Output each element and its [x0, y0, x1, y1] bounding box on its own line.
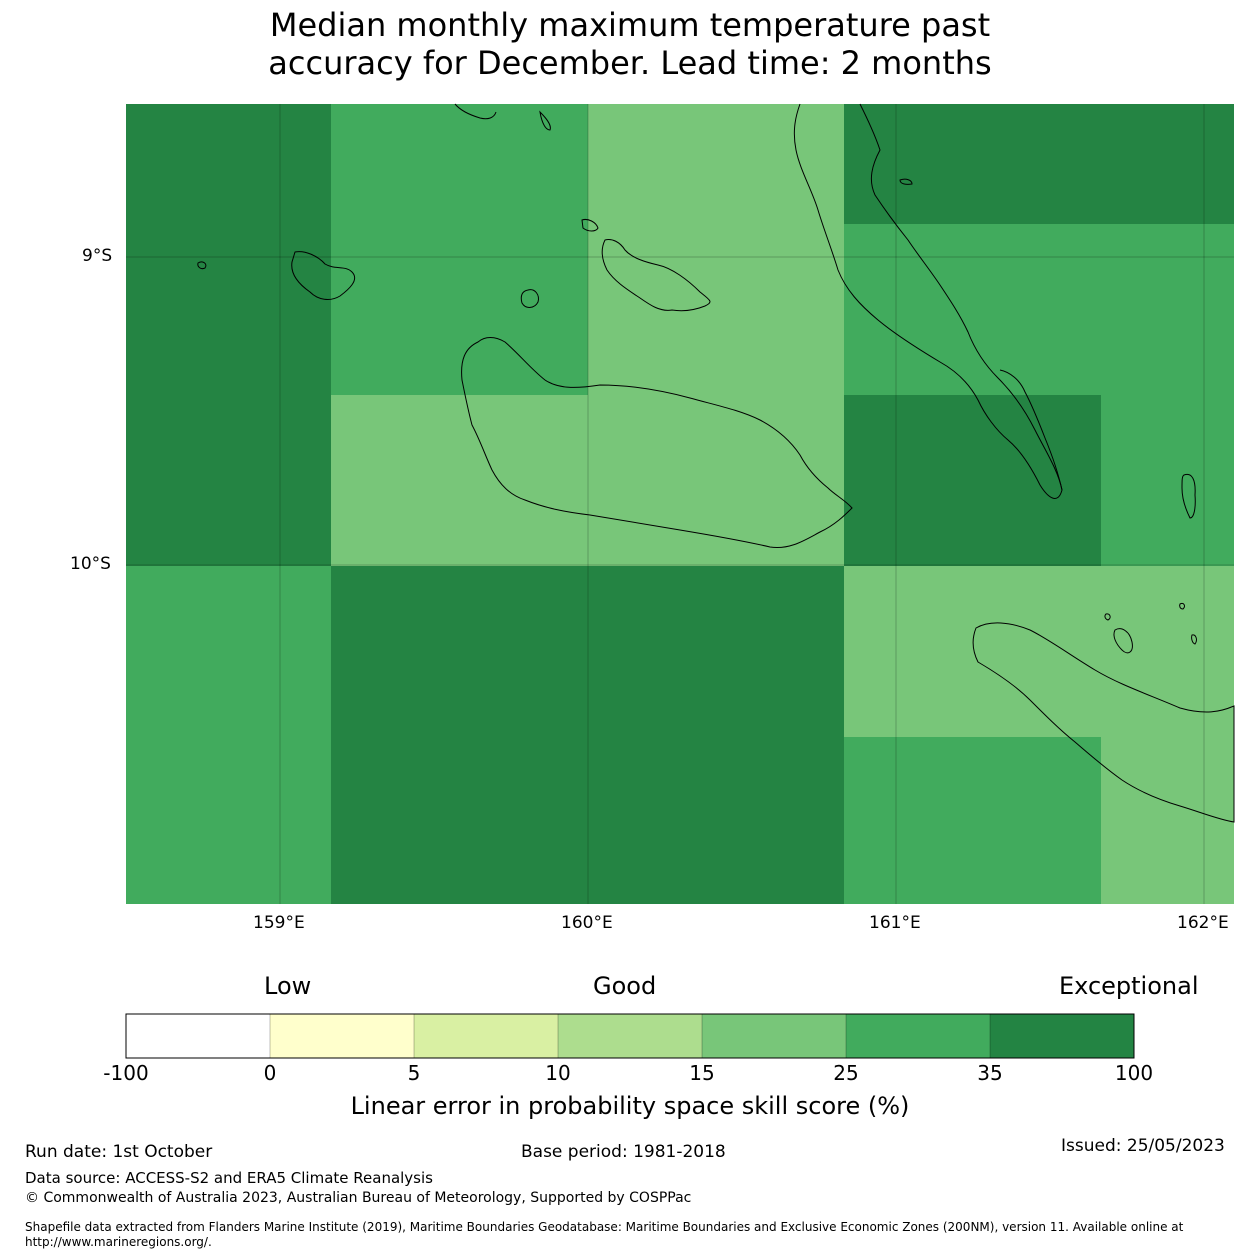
cell-r1-c4a [844, 104, 1234, 224]
coast-small-islet-3 [899, 178, 913, 185]
coast-malaita-north [793, 103, 1063, 499]
shapefile-credit-line-1: Shapefile data extracted from Flanders M… [25, 1220, 1184, 1234]
cell-r4-c4 [844, 737, 1101, 904]
coast-small-islet-4 [1181, 473, 1196, 519]
colorbar-bin-7 [990, 1014, 1134, 1058]
colorbar-tick: 0 [263, 1061, 277, 1085]
colorbar-bin-6 [846, 1014, 990, 1058]
colorbar [125, 1013, 1135, 1059]
base-period: Base period: 1981-2018 [521, 1142, 726, 1162]
coast-makira [972, 622, 1235, 823]
coastlines [197, 103, 1235, 823]
cell-r2-c5 [1101, 395, 1234, 566]
colorbar-label-low: Low [264, 972, 312, 1000]
colorbar-label-good: Good [593, 972, 657, 1000]
coast-small-islet-5 [1113, 628, 1133, 654]
colorbar-tick: 10 [545, 1061, 571, 1085]
cell-r2-c2 [331, 395, 844, 566]
cell-r1-c4b [844, 224, 1234, 395]
colorbar-tick: -100 [103, 1061, 149, 1085]
coast-small-islet-1 [197, 261, 207, 270]
shapefile-credit-line-2: http://www.marineregions.org/. [25, 1235, 212, 1249]
lon-label-161e: 161°E [869, 913, 921, 933]
cell-r1-c1 [126, 104, 331, 566]
coast-florida-islands [601, 239, 711, 312]
coast-small-islet-2 [581, 219, 599, 232]
lon-label-159e: 159°E [253, 913, 305, 933]
coast-small-islet-9 [454, 103, 497, 120]
colorbar-tick: 5 [407, 1061, 421, 1085]
colorbar-outline [125, 1013, 1135, 1059]
colorbar-title: Linear error in probability space skill … [350, 1092, 910, 1120]
coast-malaita-east [999, 369, 1063, 491]
data-source: Data source: ACCESS-S2 and ERA5 Climate … [25, 1169, 433, 1187]
skill-grid-cells [126, 104, 1234, 904]
lat-label-10s: 10°S [70, 554, 111, 574]
lat-label-9s: 9°S [82, 246, 113, 266]
colorbar-bin-5 [702, 1014, 846, 1058]
cell-r3-c4 [844, 566, 1234, 737]
cell-r2-c4 [844, 395, 1101, 566]
cell-r1-c3 [588, 104, 844, 395]
coast-guadalcanal [461, 337, 853, 549]
colorbar-bin-4 [558, 1014, 702, 1058]
colorbar-tick: 100 [1114, 1061, 1154, 1085]
colorbar-tick: 35 [977, 1061, 1003, 1085]
title-line-1: Median monthly maximum temperature past [269, 6, 991, 44]
issued-date: Issued: 25/05/2023 [1061, 1136, 1225, 1156]
lon-label-160e: 160°E [561, 913, 613, 933]
coast-small-islet-10 [539, 110, 551, 131]
copyright: © Commonwealth of Australia 2023, Austra… [25, 1190, 692, 1206]
coast-small-islet-8 [1191, 634, 1197, 645]
colorbar-label-exceptional: Exceptional [1059, 972, 1199, 1000]
run-date: Run date: 1st October [25, 1142, 213, 1162]
coast-savo [520, 289, 539, 308]
colorbar-bin-3 [414, 1014, 558, 1058]
title-line-2: accuracy for December. Lead time: 2 mont… [268, 44, 992, 82]
cell-r1-c2 [331, 104, 588, 395]
cell-r3-c1 [126, 566, 331, 904]
coast-small-islet-7 [1179, 603, 1185, 610]
cell-r4-c5 [1101, 737, 1234, 904]
lon-label-162e: 162°E [1177, 913, 1229, 933]
colorbar-tick: 15 [689, 1061, 715, 1085]
colorbar-bin-2 [270, 1014, 414, 1058]
coast-russell-islands [291, 251, 356, 300]
colorbar-tick: 25 [833, 1061, 859, 1085]
colorbar-bin-1 [126, 1014, 270, 1058]
coast-small-islet-6 [1104, 613, 1111, 621]
cell-r3-c2 [331, 566, 844, 904]
chart-title: Median monthly maximum temperature past … [0, 6, 1260, 82]
graticule [126, 104, 1234, 904]
